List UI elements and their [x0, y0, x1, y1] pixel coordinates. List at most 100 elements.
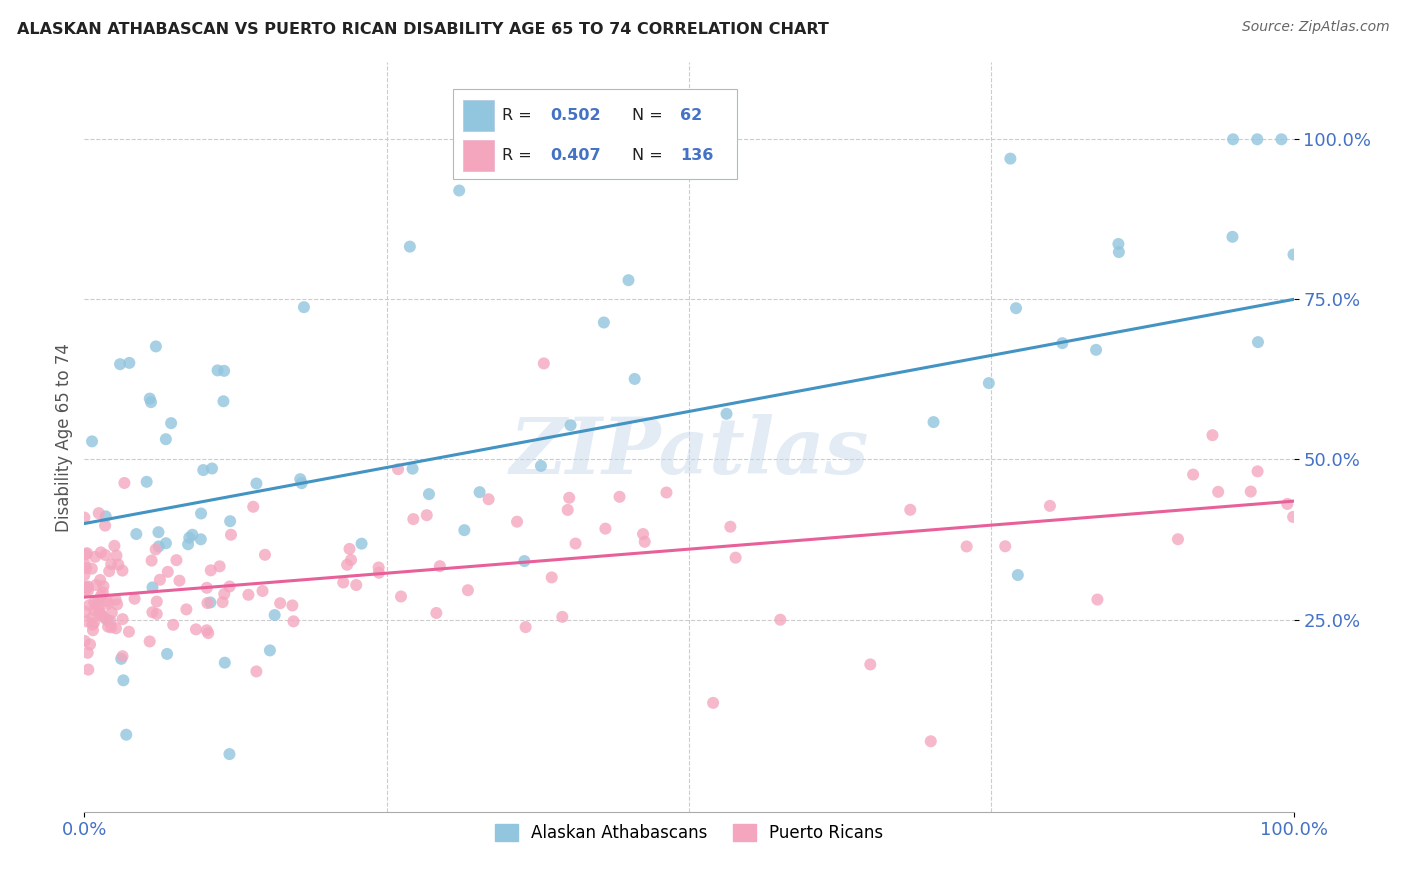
Point: [387, 462, 409, 476]
Point: [702, 696, 724, 710]
Point: [344, 578, 367, 592]
Point: [922, 415, 945, 429]
Point: [1282, 247, 1305, 261]
Point: [91, 608, 114, 623]
Point: [100, 557, 122, 571]
Point: [75, 561, 97, 575]
Point: [263, 608, 285, 623]
Point: [259, 643, 281, 657]
Point: [156, 647, 179, 661]
Point: [103, 539, 125, 553]
Point: [1005, 301, 1028, 315]
Point: [84, 549, 107, 564]
Point: [100, 614, 122, 628]
Point: [141, 605, 163, 619]
Point: [195, 581, 218, 595]
Point: [389, 590, 412, 604]
Point: [242, 500, 264, 514]
Point: [100, 620, 122, 634]
Point: [105, 549, 128, 563]
Point: [1052, 336, 1074, 351]
Point: [112, 673, 135, 688]
Point: [515, 620, 537, 634]
Point: [558, 491, 581, 505]
Point: [207, 363, 229, 377]
Point: [155, 536, 177, 550]
Point: [125, 527, 148, 541]
Point: [592, 316, 614, 330]
Point: [110, 652, 132, 666]
Text: N =: N =: [633, 108, 662, 123]
Point: [111, 564, 134, 578]
Point: [449, 184, 471, 198]
Point: [336, 558, 359, 572]
Point: [1206, 484, 1229, 499]
Point: [350, 536, 373, 550]
Point: [77, 599, 100, 613]
Point: [1240, 484, 1263, 499]
Point: [190, 533, 212, 547]
Point: [145, 607, 167, 621]
Point: [75, 605, 97, 619]
Point: [79, 637, 101, 651]
Point: [145, 542, 167, 557]
Point: [145, 339, 167, 353]
Point: [82, 610, 104, 624]
Point: [75, 548, 97, 562]
Point: [111, 612, 134, 626]
Point: [89, 607, 111, 621]
Point: [339, 541, 361, 556]
Y-axis label: Disability Age 65 to 74: Disability Age 65 to 74: [55, 343, 73, 532]
Point: [96, 594, 118, 608]
Point: [139, 392, 162, 406]
Point: [148, 525, 170, 540]
Point: [75, 583, 97, 598]
Point: [898, 503, 921, 517]
Point: [197, 596, 219, 610]
Point: [453, 523, 475, 537]
Point: [118, 356, 141, 370]
Point: [141, 581, 163, 595]
Point: [165, 553, 187, 567]
Point: [609, 490, 631, 504]
Point: [533, 356, 555, 370]
Point: [93, 579, 115, 593]
Point: [631, 527, 654, 541]
Point: [1167, 533, 1189, 547]
Point: [197, 626, 219, 640]
Point: [156, 565, 179, 579]
Point: [716, 407, 738, 421]
Point: [80, 562, 103, 576]
Point: [859, 657, 882, 672]
Point: [82, 624, 104, 638]
Point: [97, 620, 120, 634]
Point: [402, 512, 425, 526]
Point: [89, 573, 111, 587]
Point: [1222, 229, 1244, 244]
Point: [94, 518, 117, 533]
Point: [200, 563, 222, 577]
Point: [145, 594, 167, 608]
Point: [1201, 428, 1223, 442]
Point: [83, 596, 105, 610]
Text: N =: N =: [633, 148, 662, 163]
Point: [80, 434, 103, 449]
Point: [148, 540, 170, 554]
Point: [177, 537, 200, 551]
Point: [149, 573, 172, 587]
Point: [76, 579, 98, 593]
Point: [368, 566, 391, 580]
Point: [98, 564, 121, 578]
Point: [219, 527, 242, 541]
Point: [399, 239, 422, 253]
Point: [139, 395, 162, 409]
Point: [107, 558, 129, 572]
Point: [655, 485, 678, 500]
Point: [87, 595, 110, 609]
Point: [94, 611, 117, 625]
Point: [91, 585, 114, 599]
Point: [90, 545, 112, 559]
Point: [1282, 509, 1305, 524]
Point: [269, 596, 291, 610]
Point: [138, 634, 160, 648]
